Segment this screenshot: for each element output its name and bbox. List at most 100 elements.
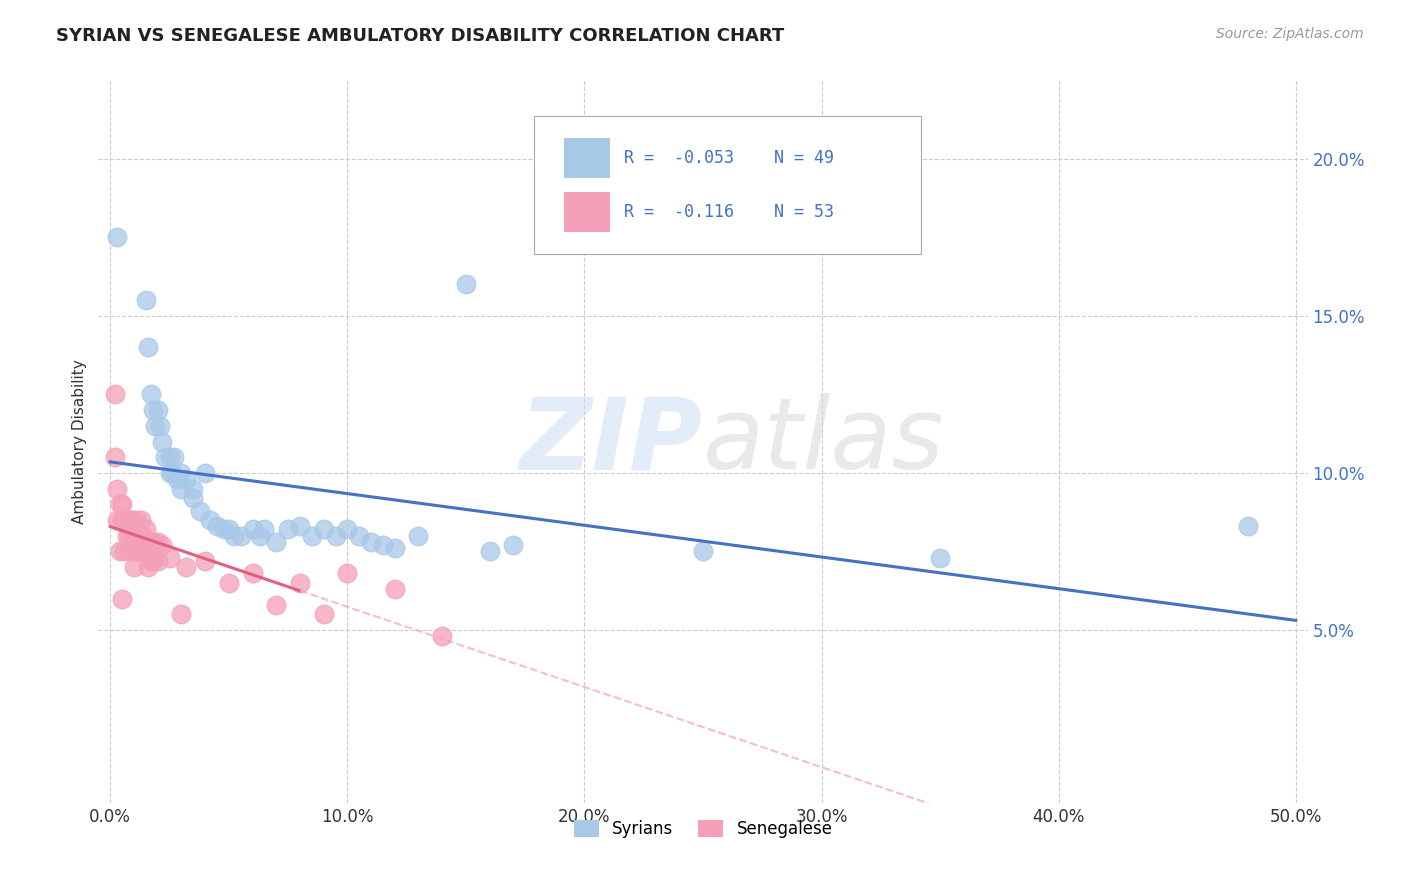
Point xyxy=(301,529,323,543)
Y-axis label: Ambulatory Disability: Ambulatory Disability xyxy=(72,359,87,524)
Point xyxy=(312,607,335,622)
Point xyxy=(142,403,165,417)
Point xyxy=(135,523,157,537)
Point xyxy=(142,535,165,549)
Point xyxy=(170,482,193,496)
Point xyxy=(143,538,166,552)
Point xyxy=(929,550,952,565)
Point xyxy=(114,544,136,558)
FancyBboxPatch shape xyxy=(564,192,610,232)
Point xyxy=(205,519,228,533)
Point xyxy=(181,482,204,496)
Point xyxy=(143,418,166,433)
Point xyxy=(288,519,311,533)
Point xyxy=(146,554,169,568)
Point xyxy=(174,472,197,486)
Point xyxy=(146,403,169,417)
Point xyxy=(104,450,127,465)
Point xyxy=(502,538,524,552)
Point xyxy=(163,450,186,465)
Text: Source: ZipAtlas.com: Source: ZipAtlas.com xyxy=(1216,27,1364,41)
Point xyxy=(360,535,382,549)
Point xyxy=(152,434,174,449)
Point xyxy=(170,607,193,622)
Point xyxy=(122,560,145,574)
Point xyxy=(325,529,347,543)
Point xyxy=(111,513,134,527)
Point xyxy=(139,387,162,401)
Point xyxy=(135,293,157,308)
Point xyxy=(242,523,264,537)
Point xyxy=(121,544,143,558)
Point xyxy=(159,450,181,465)
Point xyxy=(432,629,454,643)
Point xyxy=(159,550,181,565)
Point xyxy=(115,513,138,527)
Text: SYRIAN VS SENEGALESE AMBULATORY DISABILITY CORRELATION CHART: SYRIAN VS SENEGALESE AMBULATORY DISABILI… xyxy=(56,27,785,45)
Point xyxy=(118,513,141,527)
Point xyxy=(170,466,193,480)
Point xyxy=(104,387,127,401)
Point xyxy=(190,503,212,517)
Point xyxy=(371,538,394,552)
Point xyxy=(132,529,155,543)
Point xyxy=(408,529,430,543)
Point xyxy=(347,529,370,543)
Point xyxy=(139,554,162,568)
Point xyxy=(122,544,145,558)
Text: atlas: atlas xyxy=(703,393,945,490)
Point xyxy=(118,529,141,543)
Point xyxy=(194,554,217,568)
Point xyxy=(229,529,252,543)
FancyBboxPatch shape xyxy=(534,117,921,253)
Point xyxy=(384,582,406,597)
Point xyxy=(336,566,359,581)
Point xyxy=(108,497,131,511)
Point xyxy=(136,340,159,354)
Point xyxy=(114,513,136,527)
Point xyxy=(142,554,165,568)
Point xyxy=(253,523,276,537)
Point xyxy=(218,575,240,590)
Point xyxy=(166,472,188,486)
Point xyxy=(174,560,197,574)
Point xyxy=(105,230,128,244)
Point xyxy=(478,544,501,558)
Point xyxy=(153,450,176,465)
Point xyxy=(198,513,221,527)
Point xyxy=(122,529,145,543)
Point xyxy=(384,541,406,556)
Point xyxy=(336,523,359,537)
Text: R =  -0.053    N = 49: R = -0.053 N = 49 xyxy=(624,149,834,167)
Point xyxy=(129,513,152,527)
Point xyxy=(122,513,145,527)
Point xyxy=(111,497,134,511)
Point xyxy=(125,544,148,558)
Point xyxy=(212,523,235,537)
Point xyxy=(218,523,240,537)
Point xyxy=(249,529,271,543)
Point xyxy=(194,466,217,480)
Point xyxy=(264,535,287,549)
Point xyxy=(1237,519,1260,533)
Point xyxy=(115,529,138,543)
Point xyxy=(149,418,172,433)
Point xyxy=(312,523,335,537)
Point xyxy=(128,529,150,543)
Point xyxy=(105,513,128,527)
FancyBboxPatch shape xyxy=(564,138,610,178)
Point xyxy=(288,575,311,590)
Point xyxy=(111,591,134,606)
Point xyxy=(160,466,183,480)
Point xyxy=(139,535,162,549)
Text: R =  -0.116    N = 53: R = -0.116 N = 53 xyxy=(624,203,834,221)
Point xyxy=(105,482,128,496)
Point xyxy=(129,544,152,558)
Point xyxy=(692,544,714,558)
Point xyxy=(152,538,174,552)
Point xyxy=(136,560,159,574)
Point xyxy=(128,544,150,558)
Point xyxy=(108,544,131,558)
Text: ZIP: ZIP xyxy=(520,393,703,490)
Point xyxy=(277,523,299,537)
